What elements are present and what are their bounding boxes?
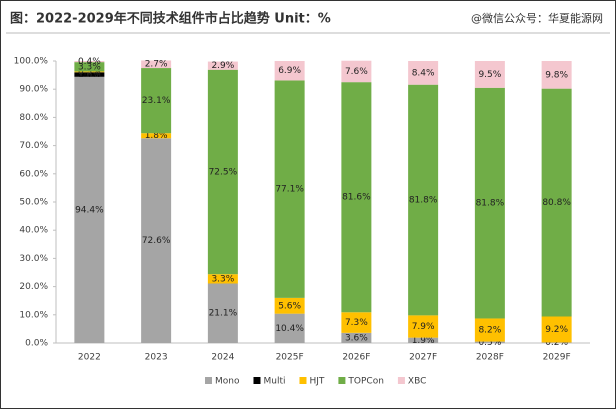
data-label: 81.8% <box>409 196 438 206</box>
x-tick-label: 2022 <box>78 353 101 363</box>
bar-segment <box>541 61 572 89</box>
y-tick-label: 80.0% <box>19 113 48 123</box>
bar-segment <box>541 316 572 343</box>
x-tick-label: 2027F <box>409 353 437 363</box>
bar-segment <box>341 312 372 333</box>
data-label: 6.9% <box>278 66 301 76</box>
y-tick-label: 20.0% <box>19 282 48 292</box>
data-label: 2.9% <box>211 61 234 71</box>
x-tick-label: 2028F <box>476 353 504 363</box>
data-label: 1.6% <box>78 70 101 80</box>
data-label: 5.6% <box>278 301 301 311</box>
bar-segment <box>341 60 372 83</box>
bar-segment <box>408 337 439 343</box>
legend-swatch <box>299 377 307 384</box>
bar-segment <box>207 61 238 70</box>
bar-segment <box>141 133 172 139</box>
bar-segment <box>207 274 238 284</box>
bar-segment <box>207 69 238 275</box>
data-label: 81.8% <box>476 199 505 209</box>
legend-label: XBC <box>408 377 426 387</box>
legend-swatch <box>205 377 212 384</box>
data-label: 21.1% <box>209 309 238 319</box>
legend-label: HJT <box>309 377 324 387</box>
y-tick-label: 0.0% <box>25 339 48 349</box>
bar-segment <box>341 332 372 343</box>
data-label: 77.1% <box>275 185 304 195</box>
data-label: 8.2% <box>478 326 501 336</box>
bar-segment <box>74 76 105 344</box>
x-tick-label: 2025F <box>276 353 304 363</box>
data-label: 7.6% <box>345 67 368 77</box>
bar-segment <box>74 61 105 63</box>
data-label: 3.3% <box>211 274 234 284</box>
legend-label: TOPCon <box>347 377 384 387</box>
y-tick-label: 10.0% <box>19 310 48 320</box>
bar-segment <box>274 80 305 298</box>
legend-label: Mono <box>215 377 240 387</box>
data-label: 0.2% <box>545 338 568 348</box>
x-tick-label: 2024 <box>211 353 234 363</box>
data-label: 1.9% <box>412 336 435 346</box>
data-label: 72.6% <box>142 236 171 246</box>
bar-segment <box>74 62 105 72</box>
legend-swatch <box>338 377 346 384</box>
y-tick-label: 60.0% <box>19 169 48 179</box>
bar-segment <box>141 138 172 343</box>
y-tick-label: 70.0% <box>19 141 48 151</box>
x-tick-label: 2026F <box>342 353 370 363</box>
data-label: 0.4% <box>78 57 101 67</box>
legend-swatch <box>397 377 405 384</box>
bar-segment <box>141 68 172 134</box>
data-label: 81.6% <box>342 193 371 203</box>
data-label: 7.3% <box>345 318 368 328</box>
data-label: 1.8% <box>145 131 168 141</box>
data-label: 72.5% <box>209 167 238 177</box>
watermark: @微信公众号：华夏能源网 <box>471 11 603 25</box>
data-label: 0.3% <box>78 67 101 77</box>
y-tick-label: 50.0% <box>19 198 48 208</box>
y-tick-label: 90.0% <box>19 85 48 95</box>
data-label: 3.6% <box>345 333 368 343</box>
legend-label: Multi <box>263 377 285 387</box>
bar-segment <box>408 315 439 338</box>
bar-segment <box>207 283 238 343</box>
data-label: 7.9% <box>412 322 435 332</box>
bar-segment <box>408 61 439 85</box>
bar-segment <box>341 82 372 313</box>
bar-segment <box>141 60 172 69</box>
data-label: 9.5% <box>478 70 501 80</box>
bar-segment <box>274 313 305 343</box>
bar-segment <box>74 71 105 73</box>
data-label: 9.2% <box>545 325 568 335</box>
bar-segment <box>474 61 505 88</box>
bar-segment <box>541 342 572 343</box>
bar-segment <box>274 297 305 314</box>
data-label: 10.4% <box>275 324 304 334</box>
data-label: 80.8% <box>542 198 571 208</box>
bar-segment <box>274 61 305 81</box>
legend-swatch <box>253 377 261 384</box>
bar-segment <box>408 84 439 316</box>
data-label: 9.8% <box>545 70 568 80</box>
bar-segment <box>74 72 105 77</box>
y-tick-label: 40.0% <box>19 226 48 236</box>
data-label: 2.7% <box>145 60 168 70</box>
bar-segment <box>474 318 505 342</box>
x-tick-label: 2023 <box>145 353 168 363</box>
bar-segment <box>474 87 505 319</box>
y-tick-label: 100.0% <box>14 57 49 67</box>
bar-segment <box>541 88 572 317</box>
data-label: 94.4% <box>75 205 104 215</box>
y-tick-label: 30.0% <box>19 254 48 264</box>
data-label: 8.4% <box>412 68 435 78</box>
bar-segment <box>474 341 505 343</box>
data-label: 0.5% <box>478 338 501 348</box>
x-tick-label: 2029F <box>543 353 571 363</box>
data-label: 23.1% <box>142 96 171 106</box>
chart-title: 图：2022-2029年不同技术组件市占比趋势 Unit：% <box>10 11 331 27</box>
data-label: 3.3% <box>78 62 101 72</box>
